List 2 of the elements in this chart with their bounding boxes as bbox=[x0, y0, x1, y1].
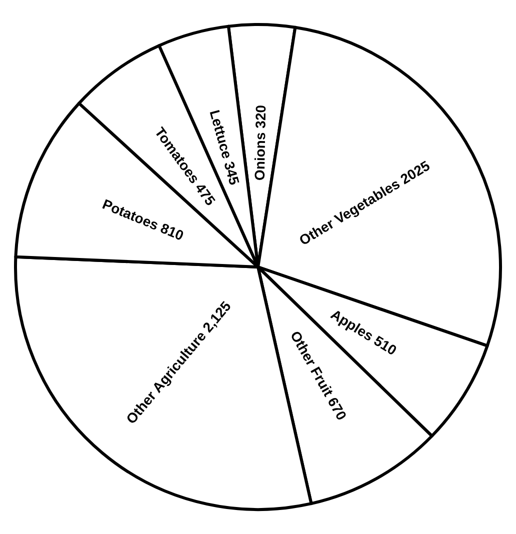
slice-label: Lettuce 345 bbox=[206, 108, 243, 187]
slice-label: Onions 320 bbox=[251, 104, 269, 181]
